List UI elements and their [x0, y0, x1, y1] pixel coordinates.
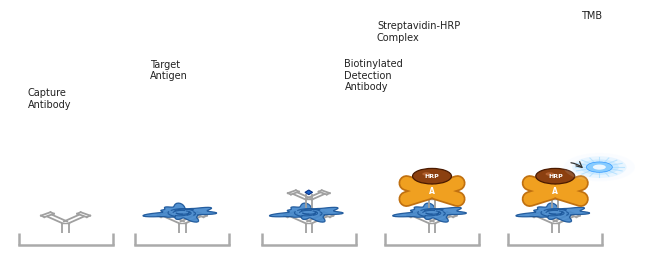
- Polygon shape: [428, 190, 436, 195]
- Polygon shape: [305, 190, 313, 195]
- Polygon shape: [516, 203, 590, 222]
- Text: Target
Antigen: Target Antigen: [150, 60, 188, 81]
- Polygon shape: [551, 190, 559, 195]
- Polygon shape: [393, 203, 466, 222]
- Text: TMB: TMB: [581, 11, 603, 21]
- Text: A: A: [552, 186, 558, 196]
- Circle shape: [536, 168, 575, 184]
- Circle shape: [413, 168, 452, 184]
- Text: A: A: [429, 186, 435, 196]
- Circle shape: [580, 159, 619, 175]
- Circle shape: [422, 172, 431, 176]
- Circle shape: [572, 156, 627, 178]
- Text: Streptavidin-HRP
Complex: Streptavidin-HRP Complex: [377, 21, 460, 43]
- Polygon shape: [269, 203, 343, 222]
- Text: HRP: HRP: [548, 174, 563, 179]
- Circle shape: [545, 172, 554, 176]
- Text: Capture
Antibody: Capture Antibody: [28, 88, 72, 110]
- Text: HRP: HRP: [424, 174, 439, 179]
- Polygon shape: [143, 203, 216, 222]
- Circle shape: [586, 162, 612, 172]
- Text: Biotinylated
Detection
Antibody: Biotinylated Detection Antibody: [344, 59, 403, 92]
- Circle shape: [564, 153, 635, 181]
- Circle shape: [593, 165, 606, 170]
